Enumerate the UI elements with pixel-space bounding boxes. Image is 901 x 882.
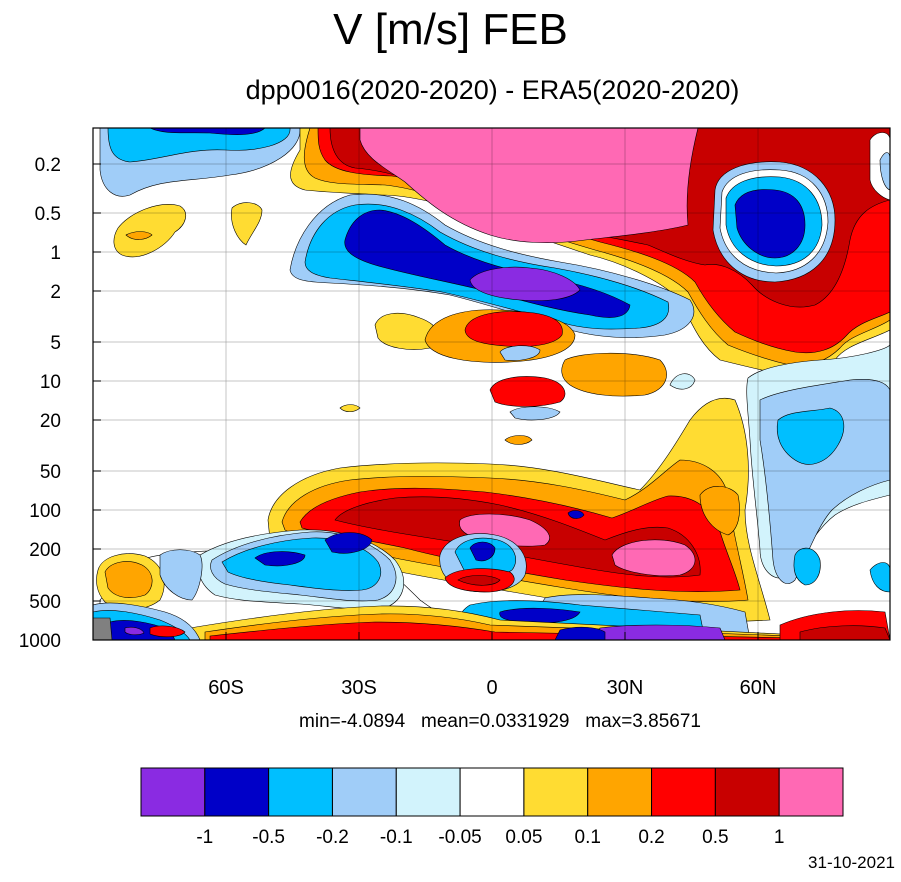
colorbar-label: -0.2 (316, 827, 349, 848)
colorbar-label: 0.2 (638, 827, 664, 848)
colorbar-swatch (459, 767, 525, 817)
nh-lower-orange (699, 486, 740, 536)
colorbar-swatch (268, 767, 333, 817)
y-tick-label: 0.2 (35, 155, 61, 176)
y-tick-label: 50 (40, 462, 61, 483)
nh-cyan-column-low (793, 547, 821, 586)
trop-orange-30 (504, 435, 533, 445)
y-tick-label: 1 (50, 243, 61, 264)
y-tick-label: 100 (29, 501, 61, 522)
small-blue-dot (567, 510, 585, 519)
surface-darkred-nh (799, 625, 890, 640)
right-edge-cyan (869, 562, 890, 593)
sh-small-yellow (339, 404, 361, 413)
y-axis (93, 163, 101, 602)
sh-low-lightblue (159, 549, 203, 601)
y-tick-label: 20 (40, 411, 61, 432)
colorbar-swatch (140, 767, 206, 817)
strat-pink-max (359, 128, 699, 244)
colorbar-label: 0.5 (702, 827, 728, 848)
sh-top-cyan (107, 128, 291, 163)
x-axis (93, 632, 890, 641)
x-tick-label: 60N (740, 677, 777, 699)
sh-yellow-1 (113, 204, 187, 258)
surface-purple (594, 624, 726, 640)
colorbar-swatch (204, 767, 270, 817)
chart-subtitle: dpp0016(2020-2020) - ERA5(2020-2020) (245, 75, 740, 105)
trop-lightblue-20 (509, 406, 561, 421)
right-edge-lightblue (879, 152, 890, 191)
trop-orange-strip (561, 352, 667, 397)
sh-low-orange (104, 561, 153, 598)
colorbar-label: -0.5 (252, 827, 285, 848)
stat-mean: mean=0.0331929 (421, 711, 570, 732)
colorbar (140, 767, 844, 817)
grid-lines (93, 128, 890, 640)
tropo-pink-30n (611, 539, 696, 577)
sh-orange-1 (125, 231, 153, 240)
surface-blue-nh (554, 626, 606, 640)
sh-tropo-blue-2 (324, 532, 373, 554)
y-tick-label: 200 (29, 540, 61, 561)
colorbar-swatch (523, 767, 589, 817)
colorbar-swatch (714, 767, 780, 817)
colorbar-labels: -1 -0.5 -0.2 -0.1 -0.05 0.05 0.1 0.2 0.5 1 (196, 827, 784, 848)
colorbar-label: -0.05 (438, 827, 481, 848)
x-tick-label: 30S (341, 677, 377, 699)
nh-blue-core (734, 189, 806, 259)
y-tick-labels: 0.2 0.5 1 2 5 10 20 50 100 200 500 1000 (19, 155, 61, 652)
stat-max: max=3.85671 (585, 711, 701, 732)
mid-red-blob (464, 311, 563, 347)
stat-min: min=-4.0894 (299, 711, 406, 732)
x-tick-label: 30N (607, 677, 644, 699)
y-tick-label: 0.5 (35, 204, 61, 225)
y-tick-label: 500 (29, 592, 61, 613)
colorbar-label: -1 (196, 827, 213, 848)
date-stamp: 31-10-2021 (808, 853, 895, 872)
surface-red (209, 621, 890, 640)
trop-red-10 (489, 376, 566, 407)
ant-red (149, 625, 186, 638)
eq-blue-cell (469, 541, 496, 562)
contour-field (93, 128, 890, 640)
colorbar-label: 0.05 (505, 827, 542, 848)
colorbar-swatch (778, 767, 844, 817)
statistics-line: min=-4.0894 mean=0.0331929 max=3.85671 (0, 710, 901, 734)
nh-tropo-blue (499, 607, 581, 624)
nh-cyan-column-top (776, 407, 845, 465)
y-tick-label: 5 (50, 333, 61, 354)
colorbar-label: -0.1 (380, 827, 413, 848)
sh-top-blue (149, 128, 266, 135)
y-tick-label: 2 (50, 282, 61, 303)
colorbar-swatch (587, 767, 653, 817)
x-tick-label: 0 (486, 677, 497, 699)
x-tick-labels: 60S 30S 0 30N 60N (208, 677, 776, 699)
chart-title: V [m/s] FEB (333, 5, 568, 54)
eq-darkred-cell (457, 575, 501, 586)
x-tick-label: 60S (208, 677, 244, 699)
land-mask (93, 617, 113, 640)
y-tick-label: 10 (40, 372, 61, 393)
colorbar-swatch (651, 767, 716, 817)
y-tick-label: 1000 (19, 631, 61, 652)
trop-lightcyan-right (669, 373, 696, 390)
trop-lightblue-small (499, 345, 541, 361)
sh-yellow-2 (231, 202, 263, 246)
colorbar-label: 1 (774, 827, 785, 848)
colorbar-swatch (331, 767, 397, 817)
strat-purple-core (469, 266, 581, 301)
sh-tropo-blue-1 (254, 551, 306, 567)
colorbar-swatch (395, 767, 461, 817)
ant-purple (124, 626, 145, 636)
colorbar-label: 0.1 (575, 827, 601, 848)
